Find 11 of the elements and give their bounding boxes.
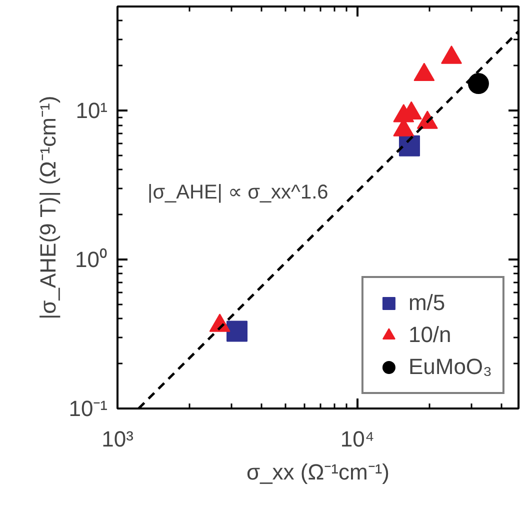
annotation: |σ_AHE| ∝ σ_xx^1.6 bbox=[148, 182, 328, 204]
legend-label: m/5 bbox=[408, 290, 446, 316]
y-axis-title: |σ_AHE(9 T)| (Ω⁻¹cm⁻¹) bbox=[36, 96, 61, 320]
x-tick-label: 10⁴ bbox=[340, 426, 374, 452]
legend-label: EuMoO₃ bbox=[408, 354, 492, 380]
x-axis-title: σ_xx (Ω⁻¹cm⁻¹) bbox=[246, 460, 390, 484]
y-tick-label: 10⁰ bbox=[75, 247, 108, 272]
x-tick-label: 10³ bbox=[102, 426, 134, 452]
y-tick-label: 10⁻¹ bbox=[68, 396, 108, 421]
y-tick-label: 10¹ bbox=[76, 98, 108, 124]
legend-label: 10/n bbox=[408, 322, 452, 348]
